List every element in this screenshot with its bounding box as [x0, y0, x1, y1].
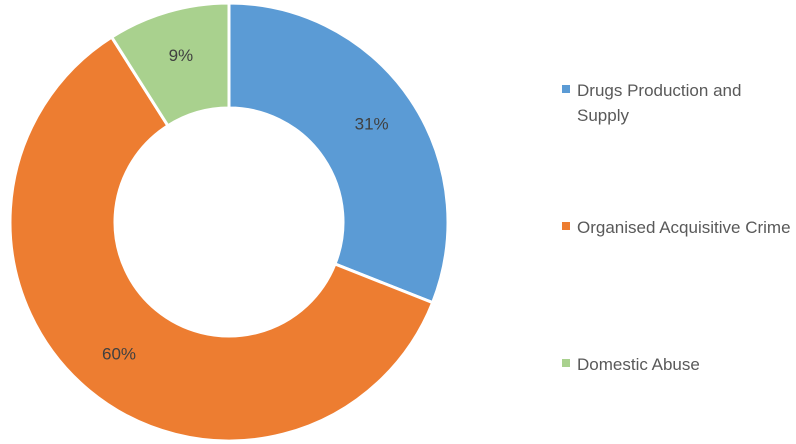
legend-item-drugs-production-and-supply: Drugs Production and Supply — [562, 78, 792, 128]
data-label-drugs-production-and-supply: 31% — [355, 115, 389, 134]
legend-swatch-organised-crime — [562, 222, 570, 230]
chart-plot-area: 31% 60% 9% — [8, 1, 450, 443]
data-label-organised-acquisitive-crime: 60% — [102, 344, 136, 363]
legend-item-domestic-abuse: Domestic Abuse — [562, 352, 792, 377]
legend-item-organised-acquisitive-crime: Organised Acquisitive Crime — [562, 215, 792, 240]
slice-organised-acquisitive-crime — [8, 35, 435, 443]
chart-legend: Drugs Production and Supply Organised Ac… — [562, 0, 792, 444]
legend-label-drugs: Drugs Production and Supply — [577, 81, 742, 125]
slice-drugs-production-and-supply — [227, 1, 450, 305]
legend-label-domestic-abuse: Domestic Abuse — [577, 355, 700, 374]
legend-swatch-domestic-abuse — [562, 359, 570, 367]
data-label-domestic-abuse: 9% — [169, 46, 194, 65]
legend-label-organised-crime: Organised Acquisitive Crime — [577, 218, 791, 237]
slice-domestic-abuse — [109, 1, 231, 128]
legend-swatch-drugs — [562, 85, 570, 93]
